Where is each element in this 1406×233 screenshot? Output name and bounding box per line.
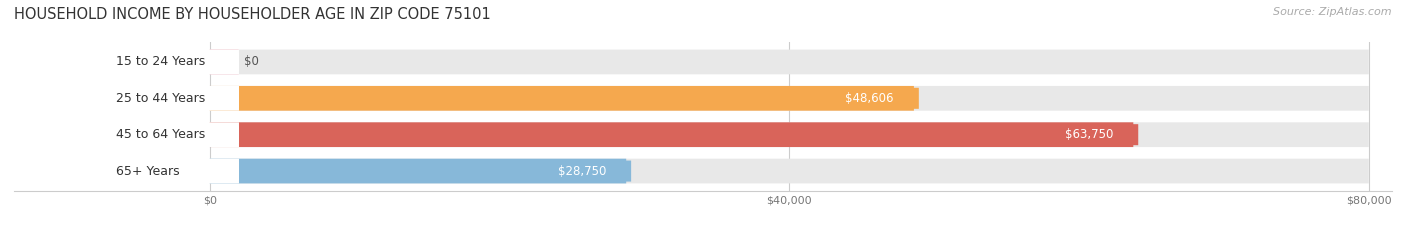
- FancyBboxPatch shape: [209, 122, 1369, 147]
- FancyBboxPatch shape: [209, 50, 1369, 74]
- Text: HOUSEHOLD INCOME BY HOUSEHOLDER AGE IN ZIP CODE 75101: HOUSEHOLD INCOME BY HOUSEHOLDER AGE IN Z…: [14, 7, 491, 22]
- FancyBboxPatch shape: [209, 86, 914, 111]
- FancyBboxPatch shape: [14, 86, 239, 111]
- FancyBboxPatch shape: [209, 122, 1133, 147]
- Text: 65+ Years: 65+ Years: [115, 164, 180, 178]
- FancyBboxPatch shape: [533, 161, 631, 182]
- Text: $63,750: $63,750: [1064, 128, 1114, 141]
- FancyBboxPatch shape: [1039, 124, 1139, 145]
- FancyBboxPatch shape: [209, 86, 1369, 111]
- FancyBboxPatch shape: [209, 159, 1369, 183]
- Text: Source: ZipAtlas.com: Source: ZipAtlas.com: [1274, 7, 1392, 17]
- Text: 15 to 24 Years: 15 to 24 Years: [115, 55, 205, 69]
- Text: 25 to 44 Years: 25 to 44 Years: [115, 92, 205, 105]
- FancyBboxPatch shape: [209, 159, 626, 183]
- FancyBboxPatch shape: [14, 122, 239, 147]
- Text: 45 to 64 Years: 45 to 64 Years: [115, 128, 205, 141]
- Text: $28,750: $28,750: [558, 164, 606, 178]
- FancyBboxPatch shape: [820, 88, 920, 109]
- FancyBboxPatch shape: [14, 159, 239, 183]
- FancyBboxPatch shape: [209, 50, 239, 74]
- Text: $0: $0: [245, 55, 259, 69]
- FancyBboxPatch shape: [14, 50, 239, 74]
- Text: $48,606: $48,606: [845, 92, 894, 105]
